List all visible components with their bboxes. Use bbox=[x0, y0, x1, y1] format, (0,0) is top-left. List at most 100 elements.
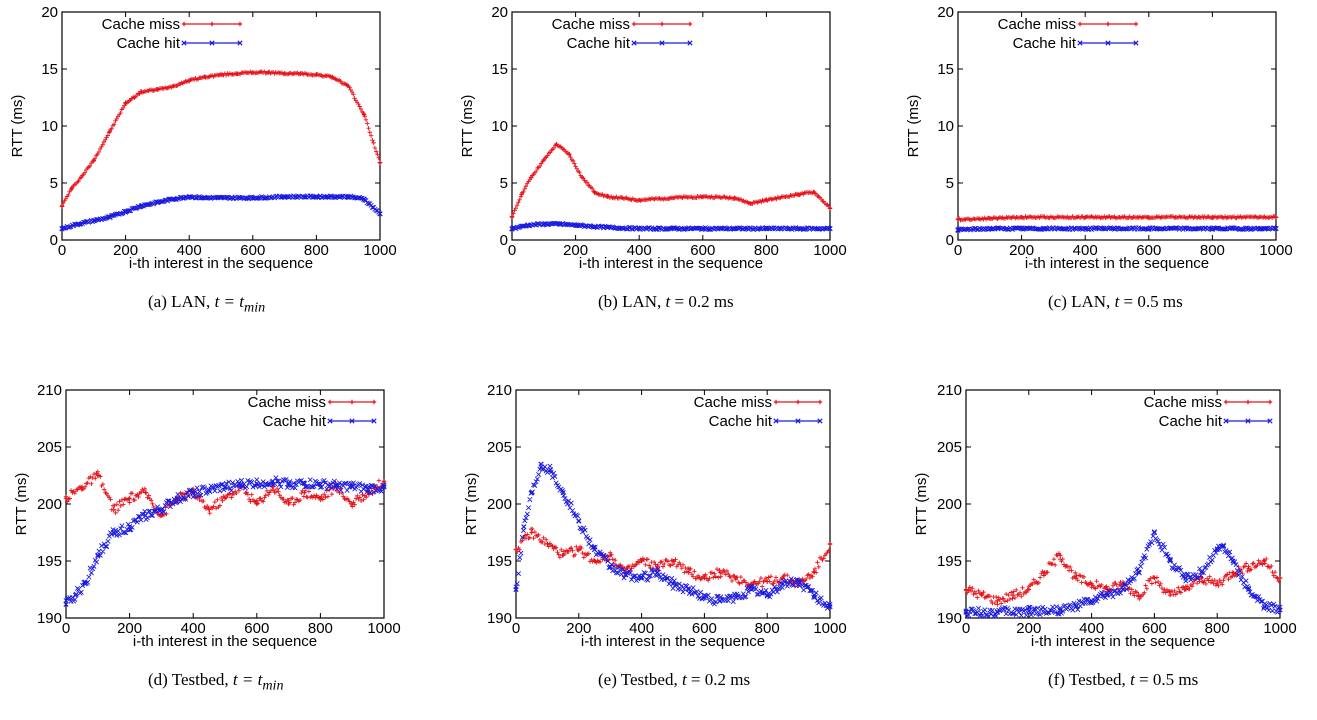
legend: Cache miss Cache hit bbox=[248, 394, 377, 430]
caption-subscript: min bbox=[262, 677, 284, 694]
legend-hit-marker bbox=[327, 418, 377, 424]
caption-math: t bbox=[1130, 670, 1135, 689]
legend-miss-label: Cache miss bbox=[552, 16, 630, 33]
series-hit bbox=[513, 461, 833, 611]
x-tick-label: 600 bbox=[244, 620, 269, 637]
y-tick-label: 0 bbox=[50, 232, 58, 249]
x-tick-label: 0 bbox=[512, 620, 520, 637]
x-tick-label: 1000 bbox=[1259, 242, 1292, 259]
x-tick-label: 200 bbox=[1009, 242, 1034, 259]
legend-hit-label: Cache hit bbox=[567, 35, 631, 52]
chart-e: 0 200 400 600 800 1000 190 195 200 205 210 i-th int… bbox=[463, 382, 847, 650]
legend-miss-marker bbox=[773, 399, 823, 405]
legend: Cache miss Cache hit bbox=[694, 394, 823, 430]
x-tick-label: 0 bbox=[962, 620, 970, 637]
hit-point bbox=[1245, 586, 1252, 593]
legend-miss-label: Cache miss bbox=[998, 16, 1076, 33]
x-tick-label: 1000 bbox=[367, 620, 400, 637]
chart-a: 0 200 400 600 800 1000 0 5 10 15 20 i-th interest i… bbox=[9, 4, 397, 272]
y-tick-label: 195 bbox=[37, 553, 62, 570]
x-tick-label: 200 bbox=[113, 242, 138, 259]
x-tick-label: 1000 bbox=[1263, 620, 1296, 637]
y-tick-label: 10 bbox=[41, 118, 58, 135]
caption-suffix: = 0.2 ms bbox=[670, 292, 734, 311]
x-tick-label: 1000 bbox=[813, 242, 846, 259]
y-tick-label: 200 bbox=[487, 496, 512, 513]
x-tick-label: 1000 bbox=[363, 242, 396, 259]
x-tick-label: 800 bbox=[304, 242, 329, 259]
caption-math: t = t bbox=[232, 670, 263, 689]
x-tick-label: 800 bbox=[1205, 620, 1230, 637]
legend-miss-label: Cache miss bbox=[248, 394, 326, 411]
y-tick-label: 210 bbox=[37, 382, 62, 399]
y-tick-label: 190 bbox=[487, 610, 512, 627]
caption-math: t bbox=[681, 670, 687, 689]
series-hit bbox=[63, 475, 387, 607]
series-miss bbox=[59, 69, 383, 209]
caption-suffix: = 0.5 ms bbox=[1134, 670, 1199, 689]
y-tick-label: 195 bbox=[937, 553, 962, 570]
legend-miss-label: Cache miss bbox=[1144, 394, 1222, 411]
hit-cloud bbox=[509, 220, 833, 233]
legend-miss-marker bbox=[181, 21, 243, 27]
chart-b: 0 200 400 600 800 1000 0 5 10 15 20 i-th interest i… bbox=[459, 4, 847, 272]
legend-hit-label: Cache hit bbox=[709, 413, 773, 430]
hit-cloud bbox=[59, 193, 383, 232]
y-tick-label: 190 bbox=[37, 610, 62, 627]
y-tick-label: 205 bbox=[487, 439, 512, 456]
caption-c: (c) LAN, t = 0.5 ms bbox=[1048, 292, 1183, 312]
series-miss bbox=[509, 141, 833, 220]
series-hit bbox=[509, 220, 833, 233]
caption-d: (d) Testbed, t = tmin bbox=[148, 670, 284, 694]
legend-miss-marker bbox=[631, 21, 693, 27]
y-axis-label: RTT (ms) bbox=[905, 95, 922, 158]
x-tick-label: 200 bbox=[563, 242, 588, 259]
series-hit bbox=[955, 225, 1279, 234]
y-tick-label: 0 bbox=[500, 232, 508, 249]
series-miss bbox=[63, 469, 387, 519]
x-tick-label: 800 bbox=[1200, 242, 1225, 259]
hit-point bbox=[1026, 608, 1032, 614]
y-tick-label: 15 bbox=[41, 61, 58, 78]
x-tick-label: 800 bbox=[308, 620, 333, 637]
x-tick-label: 0 bbox=[58, 242, 66, 259]
caption-prefix: (b) LAN, bbox=[598, 292, 666, 311]
x-tick-label: 200 bbox=[566, 620, 591, 637]
x-axis-label: i-th interest in the sequence bbox=[133, 633, 317, 650]
x-tick-label: 800 bbox=[755, 620, 780, 637]
legend-miss-label: Cache miss bbox=[102, 16, 180, 33]
y-tick-label: 20 bbox=[491, 4, 508, 21]
miss-cloud bbox=[963, 551, 1283, 607]
y-tick-label: 210 bbox=[487, 382, 512, 399]
legend-miss-label: Cache miss bbox=[694, 394, 772, 411]
x-tick-label: 400 bbox=[181, 620, 206, 637]
miss-cloud bbox=[63, 469, 387, 519]
y-tick-label: 15 bbox=[937, 61, 954, 78]
caption-prefix: (a) LAN, bbox=[148, 292, 215, 311]
x-tick-label: 0 bbox=[954, 242, 962, 259]
caption-prefix: (e) Testbed, bbox=[598, 670, 682, 689]
caption-a: (a) LAN, t = tmin bbox=[148, 292, 265, 316]
caption-math: t bbox=[665, 292, 671, 311]
legend: Cache miss Cache hit bbox=[1144, 394, 1273, 430]
y-tick-label: 15 bbox=[491, 61, 508, 78]
y-tick-label: 195 bbox=[487, 553, 512, 570]
legend-hit-label: Cache hit bbox=[117, 35, 181, 52]
y-tick-label: 10 bbox=[491, 118, 508, 135]
caption-suffix: = 0.2 ms bbox=[686, 670, 751, 689]
miss-point bbox=[529, 530, 534, 535]
hit-cloud bbox=[63, 475, 387, 604]
miss-cloud bbox=[509, 141, 833, 219]
legend-miss-marker bbox=[1077, 21, 1139, 27]
series-hit bbox=[59, 193, 383, 232]
x-tick-label: 400 bbox=[1073, 242, 1098, 259]
legend: Cache miss Cache hit bbox=[998, 16, 1139, 52]
legend-hit-label: Cache hit bbox=[1159, 413, 1223, 430]
legend-miss-marker bbox=[327, 399, 377, 405]
x-tick-label: 1000 bbox=[813, 620, 846, 637]
plot-frame bbox=[957, 11, 1277, 241]
hit-point bbox=[827, 603, 833, 610]
y-tick-label: 5 bbox=[500, 175, 508, 192]
y-tick-label: 10 bbox=[937, 118, 954, 135]
chart-d: 0 200 400 600 800 1000 190 195 200 205 210 i-th int… bbox=[13, 382, 401, 650]
